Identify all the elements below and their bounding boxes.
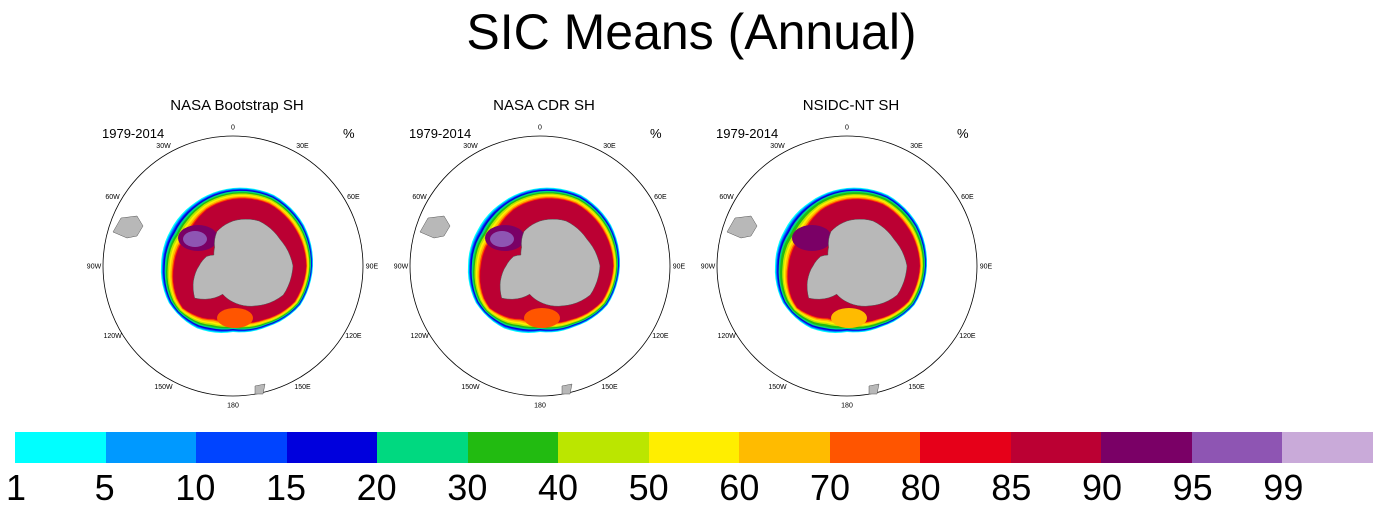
panel-title: NASA Bootstrap SH [170,97,304,114]
colorbar-label: 15 [265,467,307,508]
longitude-label: 90E [980,264,993,271]
south-america-land [112,215,144,239]
new-zealand-land [254,383,266,395]
longitude-label: 90W [87,264,102,271]
map-panel: NASA Bootstrap SH 1979-2014% 0 30E 60E 90E 120… [87,92,402,412]
panel-unit: % [650,126,662,141]
longitude-label: 180 [534,403,546,410]
polar-stereographic-map: 0 30E 60E 90E 120E 150E 180 150W 120W 90W 60W 30W [701,125,993,410]
longitude-label: 150W [154,384,173,391]
south-america-land [726,215,758,239]
panel-unit: % [957,126,969,141]
antarctica-land [499,218,601,307]
longitude-label: 150E [294,384,311,391]
colorbar-box [196,432,287,463]
colorbar-box [286,432,378,463]
colorbar-label: 70 [809,467,851,508]
colorbar-box [105,432,197,463]
longitude-label: 60E [961,194,974,201]
colorbar-label: 60 [719,467,760,508]
colorbar-label: 5 [94,467,115,508]
longitude-label: 60W [719,194,734,201]
longitude-label: 90W [394,264,409,271]
colorbar-label: 50 [628,467,669,508]
longitude-label: 0 [231,125,235,132]
longitude-label: 30E [296,143,309,150]
colorbar-box [467,432,559,463]
longitude-label: 90E [366,264,379,271]
colorbar-box [1101,432,1192,463]
polar-stereographic-map: 0 30E 60E 90E 120E 150E 180 150W 120W 90W 60W 30W [394,125,686,410]
longitude-label: 0 [845,125,849,132]
longitude-label: 120W [410,333,429,340]
longitude-label: 30E [603,143,616,150]
colorbar-label: 40 [537,467,579,508]
longitude-label: 150W [768,384,787,391]
panel-unit: % [343,126,355,141]
longitude-label: 90W [701,264,716,271]
new-zealand-land [561,383,573,395]
longitude-label: 120E [959,333,976,340]
panel-period: 1979-2014 [102,126,165,141]
colorbar-box [1010,432,1102,463]
longitude-label: 150E [908,384,925,391]
antarctica-land [192,218,294,307]
panel-title: NASA CDR SH [493,97,595,114]
figure-title: SIC Means (Annual) [466,4,917,60]
colorbar-label: 95 [1172,467,1213,508]
longitude-label: 150W [461,384,480,391]
longitude-label: 120E [345,333,362,340]
longitude-label: 30E [910,143,923,150]
panel-period: 1979-2014 [716,126,779,141]
longitude-label: 0 [538,125,542,132]
colorbar-box [1282,432,1373,463]
colorbar-box [1191,432,1283,463]
colorbar-box [648,432,740,463]
longitude-label: 150E [601,384,618,391]
colorbar-box [377,432,468,463]
longitude-label: 30W [156,143,171,150]
colorbar-label: 20 [356,467,397,508]
longitude-label: 30W [770,143,785,150]
weddell-sea-99-sic [490,231,514,247]
colorbar-box [558,432,649,463]
ross-sea-sic [524,308,560,328]
colorbar-label: 1 [6,467,27,508]
ross-sea-sic [217,308,253,328]
colorbar-label: 90 [1081,467,1123,508]
longitude-label: 60W [105,194,120,201]
longitude-label: 180 [841,403,853,410]
longitude-label: 60W [412,194,427,201]
colorbar-labels: 1 5 10 15 20 30 40 50 60 70 80 85 90 95 99 [6,467,1374,512]
longitude-label: 30W [463,143,478,150]
colorbar-box [829,432,921,463]
colorbar-box [739,432,830,463]
polar-stereographic-map: 0 30E 60E 90E 120E 150E 180 150W 120W 90W 60W 30W [87,125,379,410]
panel-title: NSIDC-NT SH [802,97,900,114]
weddell-sea-99-sic [183,231,207,247]
longitude-label: 60E [654,194,667,201]
colorbar-label: 99 [1263,467,1304,508]
colorbar-label: 10 [175,467,216,508]
longitude-label: 90E [673,264,686,271]
colorbar-label: 80 [900,467,941,508]
south-america-land [419,215,451,239]
ross-sea-sic [831,308,867,328]
colorbar-label: 85 [991,467,1032,508]
new-zealand-land [868,383,880,395]
longitude-label: 60E [347,194,360,201]
map-panel: NASA CDR SH 1979-2014% 0 30E 60E 90E 120E 150E 1… [394,92,709,412]
antarctica-land [806,218,908,307]
longitude-label: 120E [652,333,669,340]
panel-period: 1979-2014 [409,126,472,141]
map-panel: NSIDC-NT SH 1979-2014% 0 30E 60E 90E 120E 150E 1… [701,92,1016,412]
longitude-label: 120W [103,333,122,340]
colorbar-box [15,432,106,463]
colorbar [14,431,1374,464]
colorbar-label: 30 [447,467,488,508]
weddell-sea-high-sic [792,225,832,251]
colorbar-box [920,432,1011,463]
longitude-label: 180 [227,403,239,410]
longitude-label: 120W [717,333,736,340]
